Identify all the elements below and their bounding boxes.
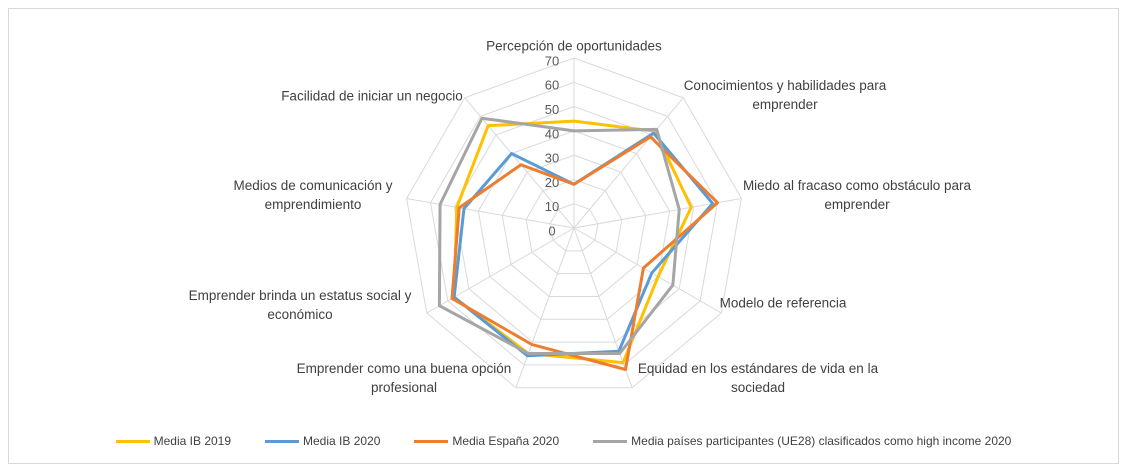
legend: Media IB 2019 Media IB 2020 Media España 2… (0, 434, 1127, 448)
axis-label: Miedo al fracaso como obstáculo para emp… (742, 178, 972, 212)
legend-swatch (414, 439, 449, 443)
r-tick-label: 10 (545, 199, 559, 214)
grid-line (406, 57, 742, 389)
legend-label: Media IB 2019 (153, 434, 232, 448)
legend-swatch (593, 439, 628, 443)
r-tick-label: 60 (545, 78, 559, 93)
axis-label: Emprender brinda un estatus social y eco… (188, 288, 412, 322)
legend-item: Media España 2020 (414, 434, 559, 448)
axis-label: Medios de comunicación y emprendimiento (233, 178, 393, 212)
axis-label: Facilidad de iniciar un negocio (281, 88, 463, 104)
spoke (426, 227, 575, 314)
legend-label: Media IB 2020 (303, 434, 381, 448)
grid-line (525, 178, 623, 275)
r-tick-label: 0 (548, 223, 555, 238)
r-tick-label: 70 (545, 53, 559, 68)
series-line (452, 119, 693, 365)
axis-label: Equidad en los estándares de vida en la … (637, 361, 879, 395)
spoke (406, 197, 575, 229)
spoke (573, 227, 722, 314)
grid-line (501, 154, 647, 297)
legend-swatch (265, 439, 300, 443)
legend-item: Media países participantes (UE28) clasif… (593, 434, 1011, 448)
axis-label: Conocimientos y habilidades para emprend… (683, 78, 887, 112)
chart-border (8, 8, 1119, 464)
legend-label: Media países participantes (UE28) clasif… (631, 434, 1012, 448)
axis-label: Modelo de referencia (719, 295, 847, 311)
axis-label: Percepción de oportunidades (486, 38, 662, 54)
r-tick-label: 30 (545, 151, 559, 166)
spoke (515, 227, 575, 388)
axis-label: Emprender como una buena opción profesio… (296, 361, 512, 395)
legend-item: Media IB 2019 (115, 434, 232, 448)
grid-line (429, 81, 719, 366)
legend-item: Media IB 2020 (265, 434, 380, 448)
spoke (573, 97, 684, 229)
legend-swatch (115, 439, 150, 443)
r-tick-label: 50 (545, 102, 559, 117)
r-tick-label: 40 (545, 126, 559, 141)
grid-line (549, 203, 599, 252)
series-line (437, 116, 681, 356)
legend-label: Media España 2020 (452, 434, 560, 448)
series-line (450, 135, 720, 371)
